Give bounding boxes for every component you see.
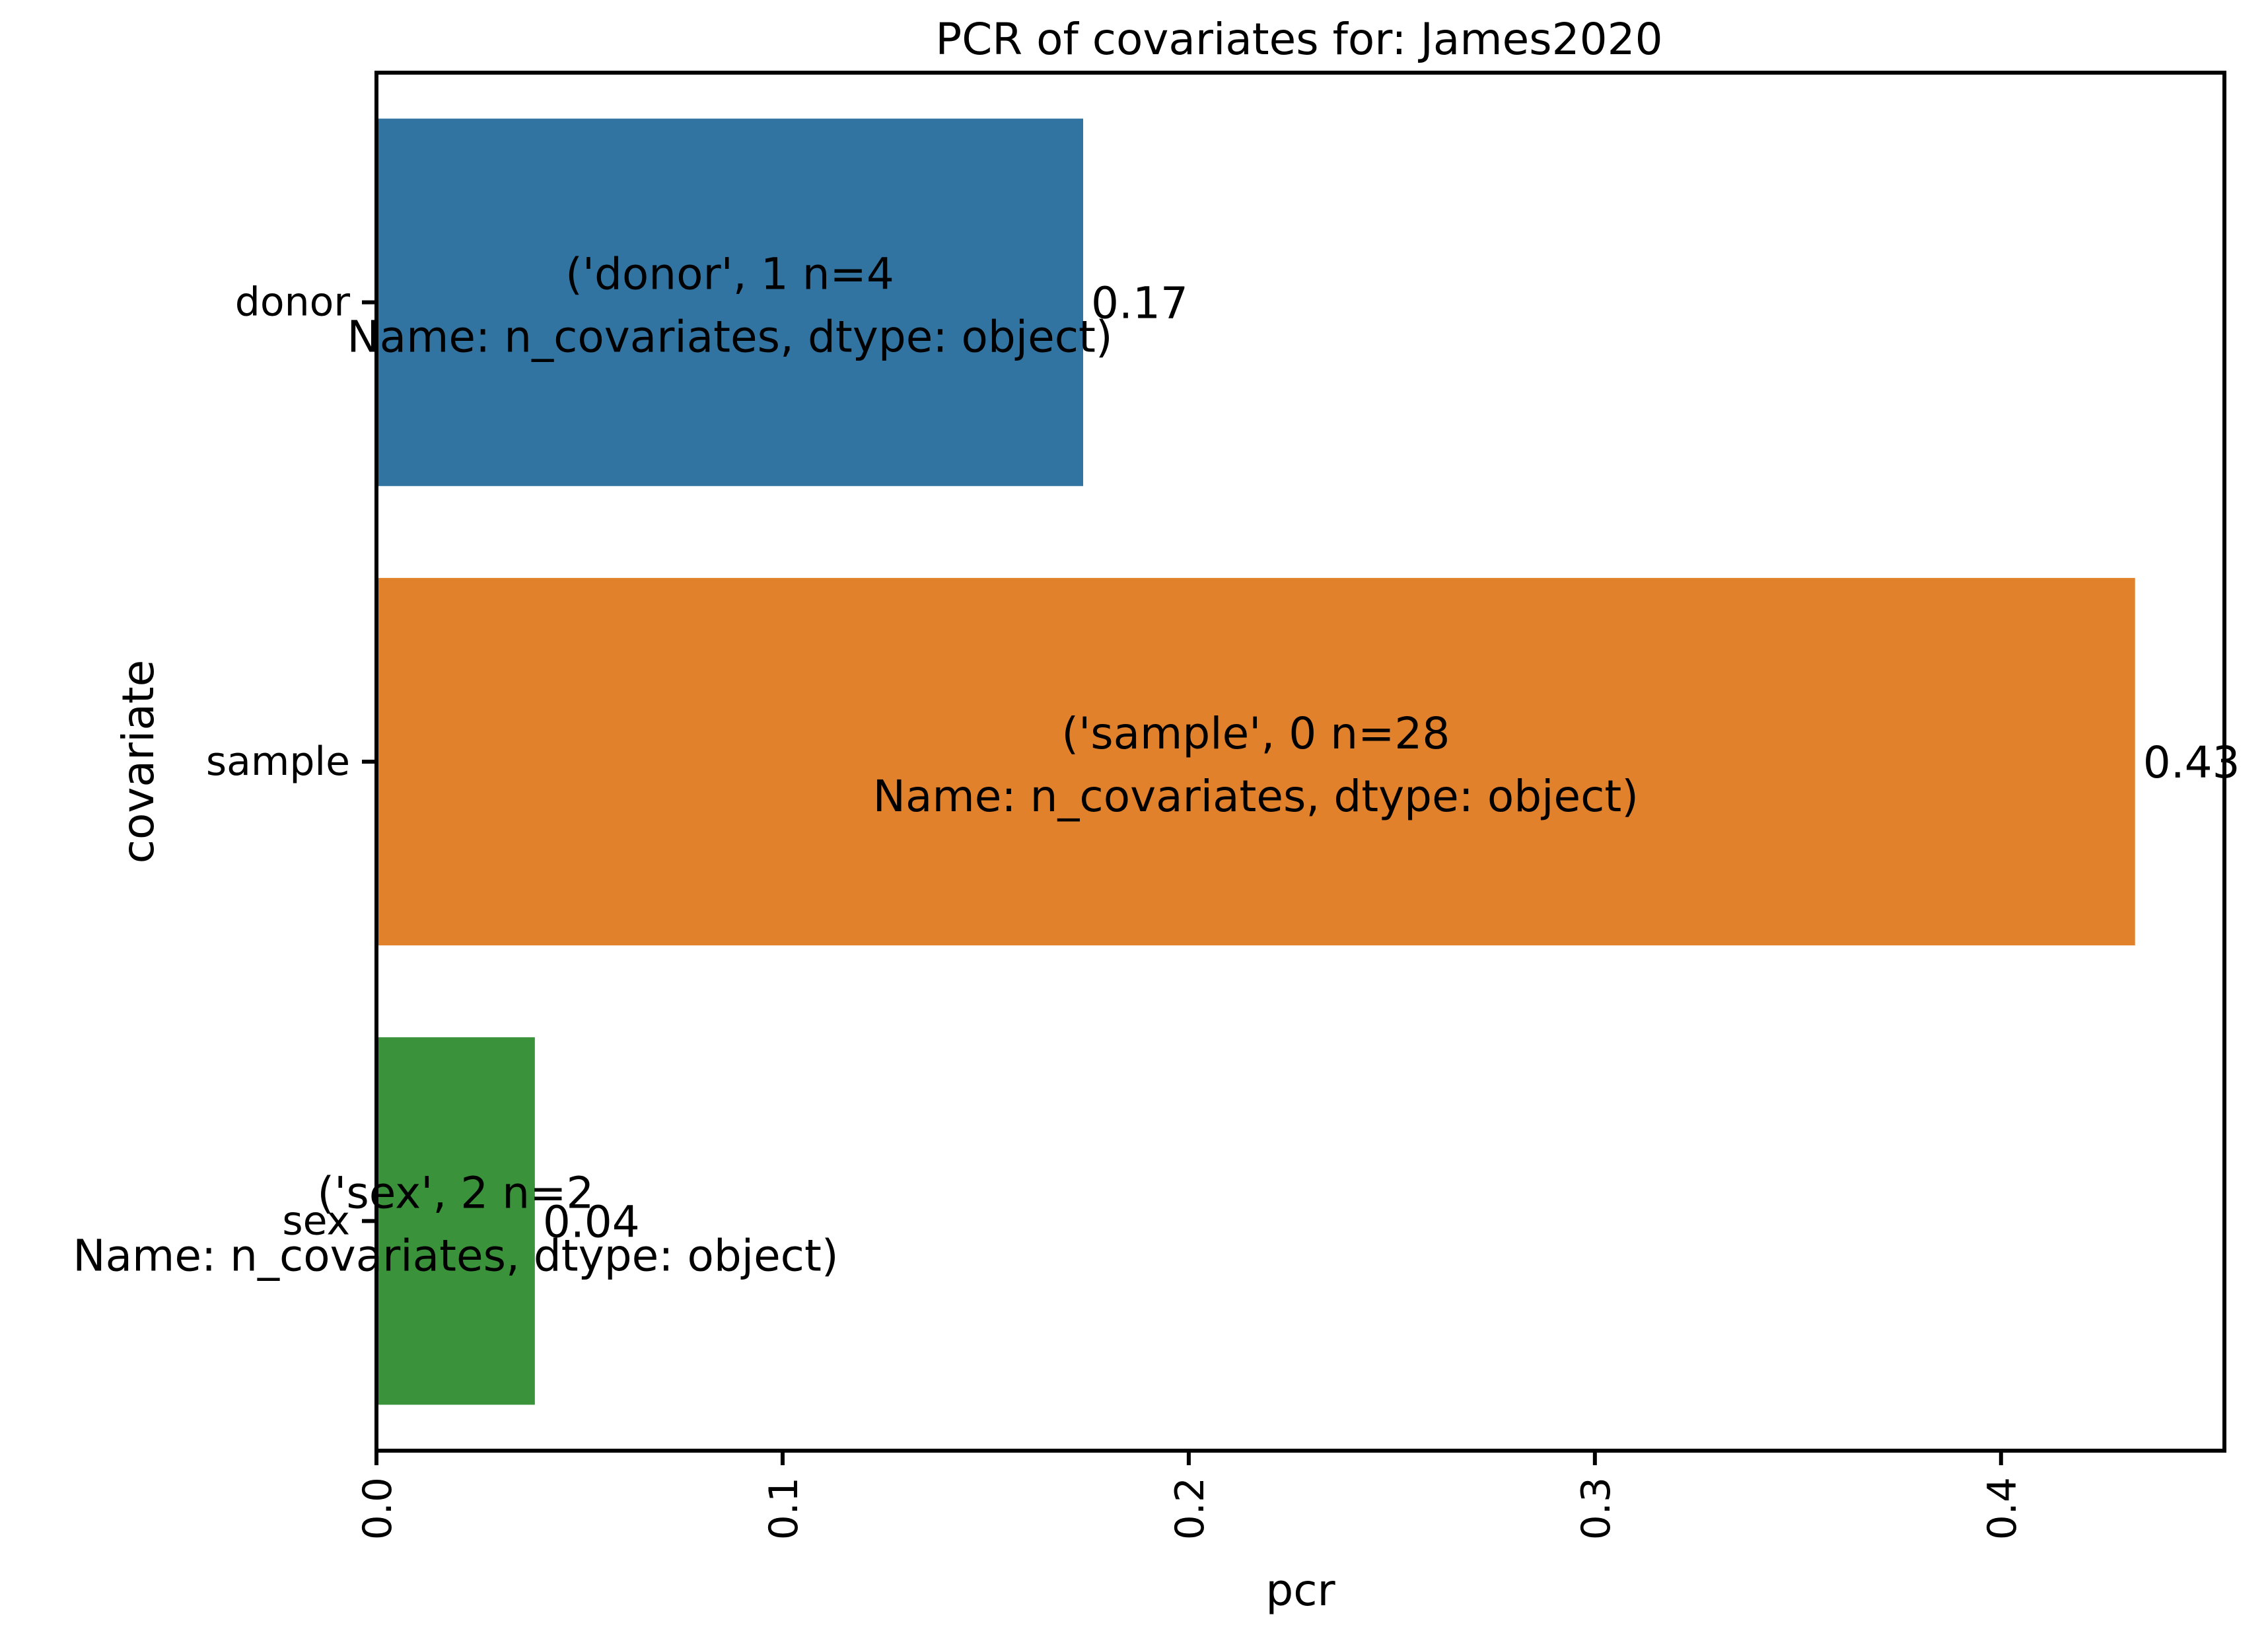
value-label-donor: 0.17	[1091, 278, 1188, 329]
y-axis-label: covariate	[113, 660, 164, 864]
y-axis-ticks: donor sample sex	[206, 279, 376, 1244]
x-tick-label-0.2: 0.2	[1167, 1477, 1213, 1540]
bar-annotation-line2-donor: Name: n_covariates, dtype: object)	[347, 312, 1112, 363]
bar-donor	[376, 118, 1084, 486]
x-tick-label-0.3: 0.3	[1573, 1477, 1619, 1540]
x-tick-label-0.1: 0.1	[761, 1477, 807, 1540]
bar-annotation-line2-sample: Name: n_covariates, dtype: object)	[873, 771, 1639, 822]
x-tick-label-0.4: 0.4	[1979, 1477, 2026, 1540]
bar-annotation-line2-sex: Name: n_covariates, dtype: object)	[73, 1230, 838, 1281]
y-tick-label-sex: sex	[282, 1198, 350, 1244]
chart-title: PCR of covariates for: James2020	[935, 14, 1662, 65]
annotations-group: ('donor', 1 n=4 Name: n_covariates, dtype…	[73, 249, 1639, 1282]
x-tick-label-0.0: 0.0	[355, 1477, 401, 1540]
bars-group	[376, 118, 2135, 1405]
value-label-sex: 0.04	[543, 1196, 640, 1247]
bar-annotation-line1-donor: ('donor', 1 n=4	[565, 249, 894, 300]
bar-annotation-line1-sample: ('sample', 0 n=28	[1061, 708, 1450, 759]
bar-sex	[376, 1037, 535, 1405]
bar-annotation-line1-sex: ('sex', 2 n=2	[317, 1167, 594, 1218]
x-axis-label: pcr	[1265, 1565, 1335, 1616]
x-axis-ticks: 0.0 0.1 0.2 0.3 0.4	[355, 1451, 2026, 1540]
y-tick-label-sample: sample	[206, 739, 350, 785]
bar-sample	[376, 577, 2135, 946]
y-tick-label-donor: donor	[235, 279, 351, 326]
